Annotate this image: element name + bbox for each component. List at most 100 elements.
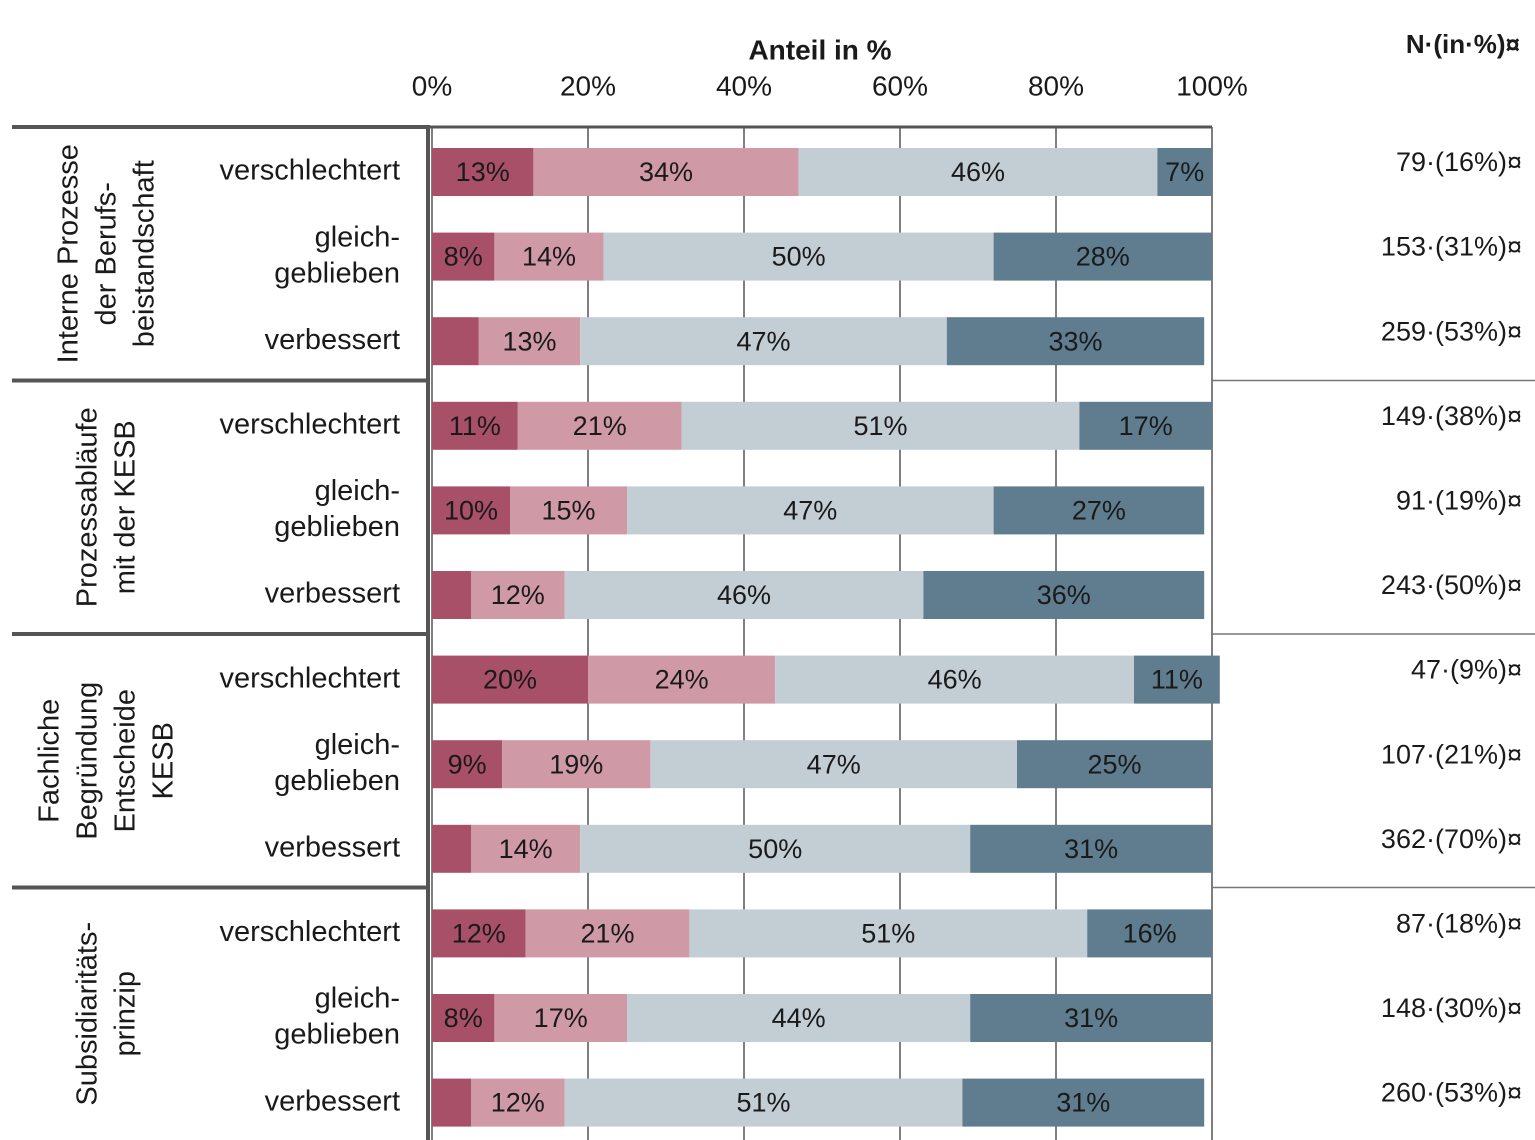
row-label: verschlechtert [219,916,400,948]
bar-segment [564,571,924,619]
value-label: 51% [853,411,907,441]
value-label: 21% [573,411,627,441]
value-label: 31% [1056,1088,1110,1118]
value-label: 34% [639,157,693,187]
group-label: Subsidiaritäts- [72,922,104,1106]
value-label: 28% [1076,242,1130,272]
bar-segment [1157,148,1212,196]
bar-segment [502,740,651,789]
n-label: 153·(31%)¤ [1381,232,1522,262]
bar-segment [494,994,627,1042]
bar-segment [471,1078,565,1127]
group-label: Entscheide [110,689,142,833]
row-label: verbessert [265,1085,400,1117]
x-tick-label: 20% [560,70,616,101]
value-label: 13% [456,157,510,187]
bar-segment [681,401,1080,450]
value-label: 19% [549,749,603,779]
bar-segment [564,1078,963,1127]
bar-segment [627,486,994,535]
bar-segment [775,655,1134,704]
value-label: 21% [580,919,634,949]
n-label: 362·(70%)¤ [1381,824,1522,854]
row-label: geblieben [274,511,400,543]
n-label: 87·(18%)¤ [1396,909,1522,939]
bar-segment [525,909,690,958]
bar-segment [432,571,471,619]
bar-segment [494,232,604,281]
value-label: 14% [499,834,553,864]
bar-segment [533,148,799,196]
value-label: 27% [1072,496,1126,526]
bar-segment [970,994,1212,1042]
value-label: 9% [448,749,487,779]
n-label: 149·(38%)¤ [1381,401,1522,431]
x-tick-label: 0% [412,70,452,101]
value-label: 12% [491,580,545,610]
x-tick-label: 100% [1176,70,1248,101]
bar-segment [580,824,971,873]
value-label: 10% [444,496,498,526]
n-label: 91·(19%)¤ [1396,486,1522,516]
bar-segment [432,232,495,281]
group-label: beistandschaft [129,160,161,347]
group-label: der Berufs- [91,182,123,325]
bar-segment [432,824,471,873]
bar-segment [478,317,581,366]
row-label: geblieben [274,257,400,289]
bar-segment [1134,655,1220,704]
value-label: 47% [736,326,790,356]
group-label: Begründung [72,682,104,840]
n-title: N·(in·%)¤ [1406,29,1520,59]
bar-segment [471,824,581,873]
x-tick-label: 80% [1028,70,1084,101]
value-label: 24% [655,665,709,695]
x-tick-label: 60% [872,70,928,101]
bar-segment [432,1078,471,1127]
bar-segment [993,486,1205,535]
value-label: 20% [483,665,537,695]
row-label: verschlechtert [219,408,400,440]
value-label: 47% [783,496,837,526]
value-label: 51% [736,1088,790,1118]
bar-segment [432,994,495,1042]
bar-segment [798,148,1158,196]
bar-segment [1079,401,1212,450]
row-label: geblieben [274,1019,400,1051]
bar-segment [432,317,479,366]
row-label: verbessert [265,831,400,863]
n-label: 243·(50%)¤ [1381,570,1522,600]
row-label: verbessert [265,324,400,356]
bar-segment [962,1078,1205,1127]
n-label: 47·(9%)¤ [1411,655,1522,685]
value-label: 25% [1087,749,1141,779]
bar-segment [1017,740,1212,789]
value-label: 17% [1119,411,1173,441]
n-label: 148·(30%)¤ [1381,993,1522,1023]
value-label: 50% [772,242,826,272]
bar-segment [517,401,682,450]
row-label: verbessert [265,578,400,610]
value-label: 46% [951,157,1005,187]
n-label: 260·(53%)¤ [1381,1078,1522,1108]
bar-segment [432,740,503,789]
bar-segment [1087,909,1212,958]
bar-segment [603,232,994,281]
value-label: 17% [534,1003,588,1033]
value-label: 16% [1123,919,1177,949]
value-label: 14% [522,242,576,272]
n-label: 107·(21%)¤ [1381,739,1522,769]
value-label: 31% [1064,834,1118,864]
row-label: gleich- [315,221,400,253]
value-label: 44% [772,1003,826,1033]
group-label: Fachliche [34,699,66,823]
value-label: 8% [444,242,483,272]
value-label: 46% [928,665,982,695]
row-label: gleich- [315,983,400,1015]
row-label: gleich- [315,729,400,761]
value-label: 31% [1064,1003,1118,1033]
n-label: 259·(53%)¤ [1381,316,1522,346]
bar-segment [580,317,947,366]
row-label: gleich- [315,475,400,507]
